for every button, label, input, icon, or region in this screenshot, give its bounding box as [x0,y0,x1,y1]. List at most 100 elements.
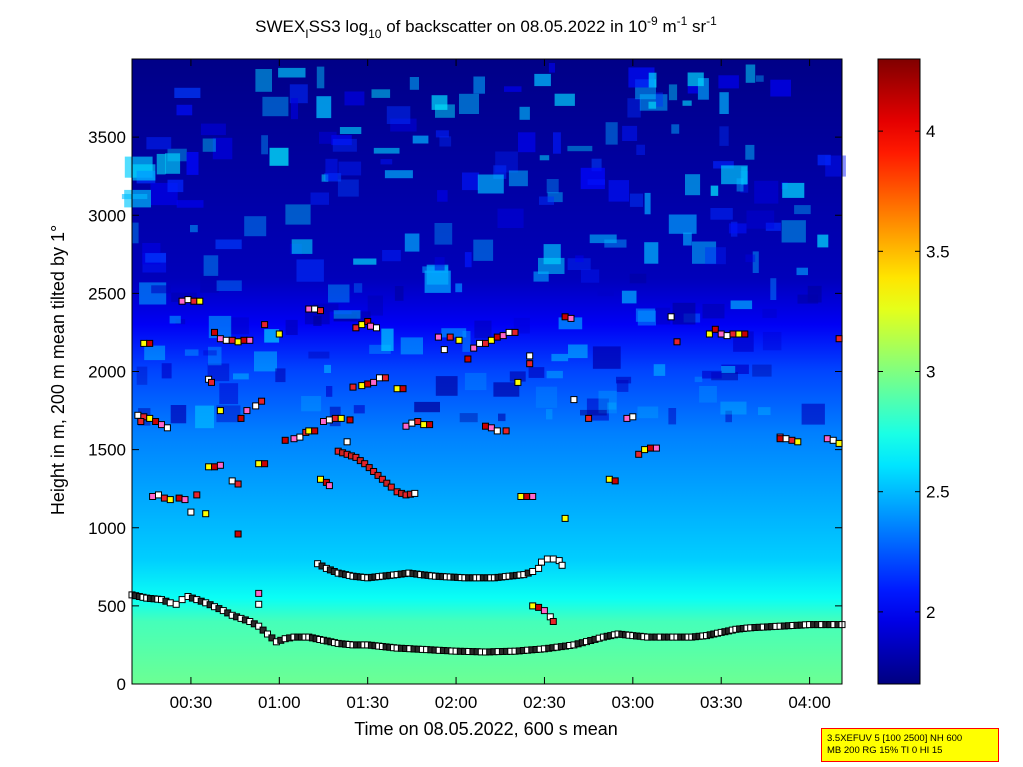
texture-patch [291,98,298,120]
texture-patch [381,328,394,351]
texture-patch [233,373,249,380]
layer-mark [137,418,145,425]
x-tick-label: 03:30 [700,693,743,712]
chart-title: SWEXISS3 log10 of backscatter on 08.05.2… [255,14,717,41]
texture-patch [285,319,298,335]
layer-mark [243,407,251,415]
texture-patch [136,366,148,385]
texture-patch [635,308,656,322]
layer-mark [511,328,519,336]
layer-mark [487,336,495,344]
layer-mark [290,435,298,443]
layer-mark [829,436,837,444]
texture-patch [699,386,717,403]
texture-patch [269,147,289,166]
texture-patch [504,86,522,92]
texture-patch [316,66,325,89]
layer-mark [464,355,472,363]
layer-mark [255,622,263,630]
texture-patch [291,239,313,254]
y-axis-label: Height in m, 200 m mean tilted by 1° [48,225,68,515]
texture-patch [508,170,528,187]
colorbar-ticks: 2 2.5 3 3.5 4 [878,122,950,622]
texture-patch [131,222,139,244]
texture-patch [535,386,558,408]
texture-patch [598,390,617,414]
layer-mark [311,427,319,435]
x-tick-label: 01:00 [258,693,301,712]
layer-mark [216,461,224,469]
texture-patch [551,353,569,362]
texture-patch [746,210,775,229]
texture-patch [672,302,696,325]
x-axis: 00:30 01:00 01:30 02:00 02:30 03:00 03:30 04:00 [170,59,831,712]
texture-patch [308,351,330,359]
layer-mark [549,555,557,563]
texture-patch [683,232,692,246]
layer-mark [549,618,557,625]
layer-mark [146,339,154,347]
texture-patch [580,409,607,416]
layer-mark [222,336,230,344]
texture-patch [765,222,781,231]
texture-patch [212,137,233,160]
texture-patch [668,408,677,425]
layer-mark [155,491,162,499]
colorbar: 2 2.5 3 3.5 4 [877,58,950,685]
x-tick-label: 02:30 [523,693,566,712]
layer-mark [152,418,160,425]
texture-patch [254,351,277,372]
texture-patch [671,124,680,134]
layer-mark [529,568,537,575]
texture-patch [629,273,647,284]
layer-mark [623,414,631,422]
texture-patch [797,294,819,304]
texture-patch [156,153,166,175]
layer-mark [181,496,189,504]
texture-patch [655,307,671,325]
layer-mark [358,321,366,329]
texture-patch [745,144,755,160]
texture-patch [604,239,627,248]
texture-patch [337,179,359,197]
layer-mark [652,444,660,452]
texture-patch [313,303,339,312]
texture-patch [697,78,709,100]
texture-patch [817,154,831,166]
texture-patch [434,257,445,271]
texture-patch [539,196,554,205]
texture-patch [146,137,172,150]
y-tick-label: 2500 [88,284,126,303]
texture-patch [262,96,289,117]
layer-mark [735,330,743,338]
texture-patch [422,266,449,273]
texture-patch [616,376,632,384]
texture-patch [687,85,698,94]
texture-patch [644,192,651,215]
layer-mark [296,433,304,441]
texture-patch [533,271,549,282]
texture-patch [367,295,383,316]
texture-patch [170,405,187,424]
layer-mark [205,463,213,471]
texture-patch [332,138,357,152]
layer-mark [823,435,831,443]
layer-mark [211,463,218,471]
texture-patch [200,273,219,293]
texture-patch [721,366,736,374]
layer-mark [529,493,537,500]
colorbar-tick-label: 4 [926,122,935,141]
layer-mark [393,385,401,393]
texture-patch [394,286,404,301]
layer-mark [558,561,566,569]
layer-mark [561,514,569,522]
texture-patch [441,328,467,338]
layer-mark [208,378,215,386]
layer-mark [794,438,802,446]
texture-patch [519,106,530,120]
layer-mark [246,336,254,344]
layer-mark [374,471,382,479]
texture-patch [169,315,181,324]
layer-mark [228,336,236,344]
